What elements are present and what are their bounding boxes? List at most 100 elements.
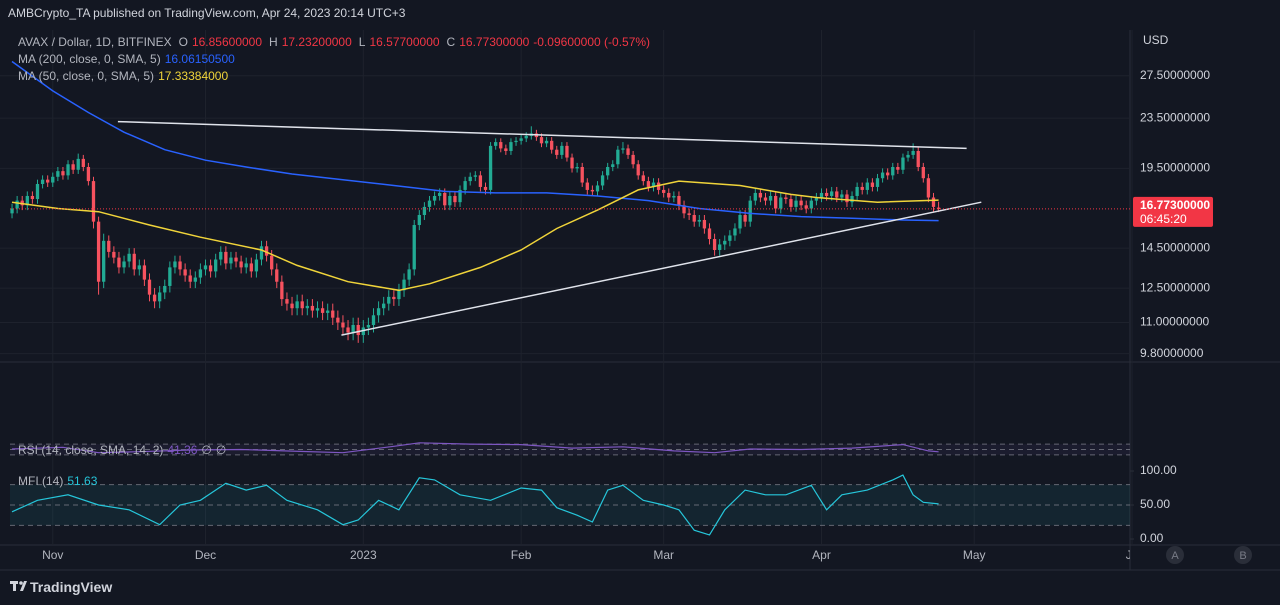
candle-body [687, 213, 691, 215]
overlay-value: 17.33384000 [158, 69, 229, 83]
candle-body [488, 145, 493, 190]
candle-body [285, 299, 289, 304]
candle-body [229, 257, 233, 264]
candle-body [616, 149, 620, 165]
candle-body [585, 182, 589, 190]
candle-body [931, 197, 936, 207]
candle-body [560, 145, 564, 155]
trend-line [341, 201, 982, 336]
candle-body [366, 324, 371, 328]
candle-body [483, 186, 488, 190]
grid [0, 30, 1133, 545]
candle-body [438, 192, 442, 196]
candle-body [743, 214, 747, 222]
candle-body [901, 157, 905, 170]
candle-body [611, 164, 615, 167]
pane-button-label: B [1239, 550, 1246, 562]
candle-body [35, 184, 40, 200]
candle-body [336, 317, 340, 323]
candle-body [886, 172, 890, 176]
candle-body [835, 191, 839, 198]
candle-body [748, 200, 752, 222]
y-tick-label: 14.50000000 [1140, 240, 1210, 254]
legend-mfi: MFI (14) 51.63 [18, 473, 97, 489]
candle-body [580, 166, 584, 183]
legend-ma50: MA (50, close, 0, SMA, 5) 17.33384000 [18, 68, 228, 84]
candle-body [606, 166, 610, 176]
candle-body [239, 261, 243, 268]
change: -0.09600000 (-0.57%) [533, 35, 651, 49]
candle-body [926, 178, 931, 198]
candle-body [799, 200, 803, 206]
sub-grid [10, 443, 1130, 526]
candle-body [51, 176, 55, 183]
last-price-box [1133, 196, 1213, 227]
candle-body [590, 189, 595, 192]
candle-body [382, 303, 386, 309]
candle-body [40, 179, 45, 185]
publisher: AMBCrypto_TA published on TradingView.co… [8, 6, 406, 20]
candle-body [86, 166, 91, 182]
candle-body [499, 142, 503, 149]
candle-body [626, 148, 630, 155]
candle-body [305, 305, 309, 309]
price-plot [10, 60, 1130, 343]
candle-body [891, 166, 895, 176]
candle-body [819, 192, 824, 198]
ohlc-key: L [358, 35, 366, 49]
candle-body [763, 197, 768, 201]
candle-body [163, 285, 167, 293]
y-tick-label: 11.00000000 [1140, 315, 1210, 329]
candle-body [453, 195, 457, 203]
y-tick-label: 50.00 [1140, 497, 1170, 511]
candle-body [188, 275, 192, 282]
candle-body [315, 308, 320, 311]
candle-body [478, 175, 483, 187]
candle-body [718, 244, 722, 251]
candle-body [117, 257, 121, 268]
x-tick-label: Feb [511, 548, 532, 562]
candle-body [91, 181, 96, 222]
x-tick-label: Mar [653, 548, 674, 562]
y-tick-label: 0.00 [1140, 531, 1164, 545]
legend-main: AVAX / Dollar, 1D, BITFINEX O 16.85600000… [18, 34, 650, 50]
candle-body [784, 197, 788, 200]
legend-rsi: RSI (14, close, SMA, 14, 2) 41.36 ∅ ∅ [18, 442, 226, 458]
candle-body [326, 310, 330, 313]
candle-body [865, 182, 869, 190]
candle-body [351, 324, 355, 333]
candle-body [402, 279, 406, 291]
candle-body [208, 265, 213, 272]
candle-body [254, 259, 259, 272]
candle-body [911, 150, 915, 155]
indicator-name: RSI (14, close, SMA, 14, 2) [18, 443, 164, 457]
countdown: 06:45:20 [1140, 212, 1187, 226]
candle-body [631, 154, 635, 165]
candle-body [244, 263, 248, 268]
candle-body [295, 301, 299, 309]
pane-button[interactable] [1166, 546, 1184, 564]
candle-body [906, 154, 910, 158]
candle-body [575, 166, 579, 169]
candle-body [565, 145, 569, 158]
candle-body [758, 192, 763, 198]
candle-body [203, 265, 208, 270]
pane-button[interactable] [1234, 546, 1252, 564]
candle-body [804, 205, 808, 209]
candle-body [142, 265, 147, 280]
candle-body [300, 301, 304, 309]
indicator-value: 41.36 [167, 443, 198, 457]
candle-body [56, 171, 60, 177]
candle-body [855, 186, 859, 196]
ohlc-value: 16.85600000 [191, 35, 263, 49]
candle-body [646, 181, 651, 187]
candle-body [46, 179, 50, 183]
y-tick-label: 19.50000000 [1140, 161, 1210, 175]
candle-body [427, 200, 432, 207]
logo-part [20, 581, 27, 591]
candle-body [102, 240, 106, 282]
candle-body [198, 269, 203, 278]
candle-body [76, 158, 80, 170]
indicator-line [11, 442, 939, 454]
